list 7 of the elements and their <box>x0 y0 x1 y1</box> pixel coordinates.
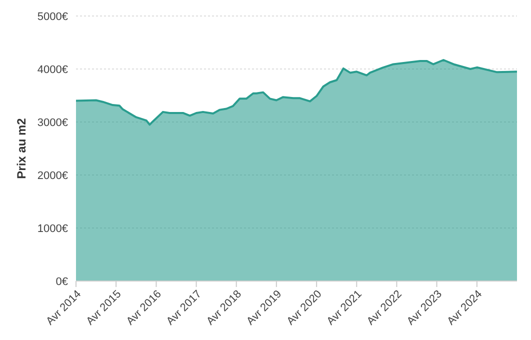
y-tick-label: 0€ <box>56 276 68 288</box>
y-axis-title: Prix au m2 <box>14 118 28 179</box>
y-tick-label: 3000€ <box>37 116 68 129</box>
y-tick-label: 2000€ <box>37 170 68 182</box>
y-tick-label: 5000€ <box>37 10 68 23</box>
y-tick-label: 1000€ <box>37 222 68 235</box>
y-tick-label: 4000€ <box>37 64 68 76</box>
